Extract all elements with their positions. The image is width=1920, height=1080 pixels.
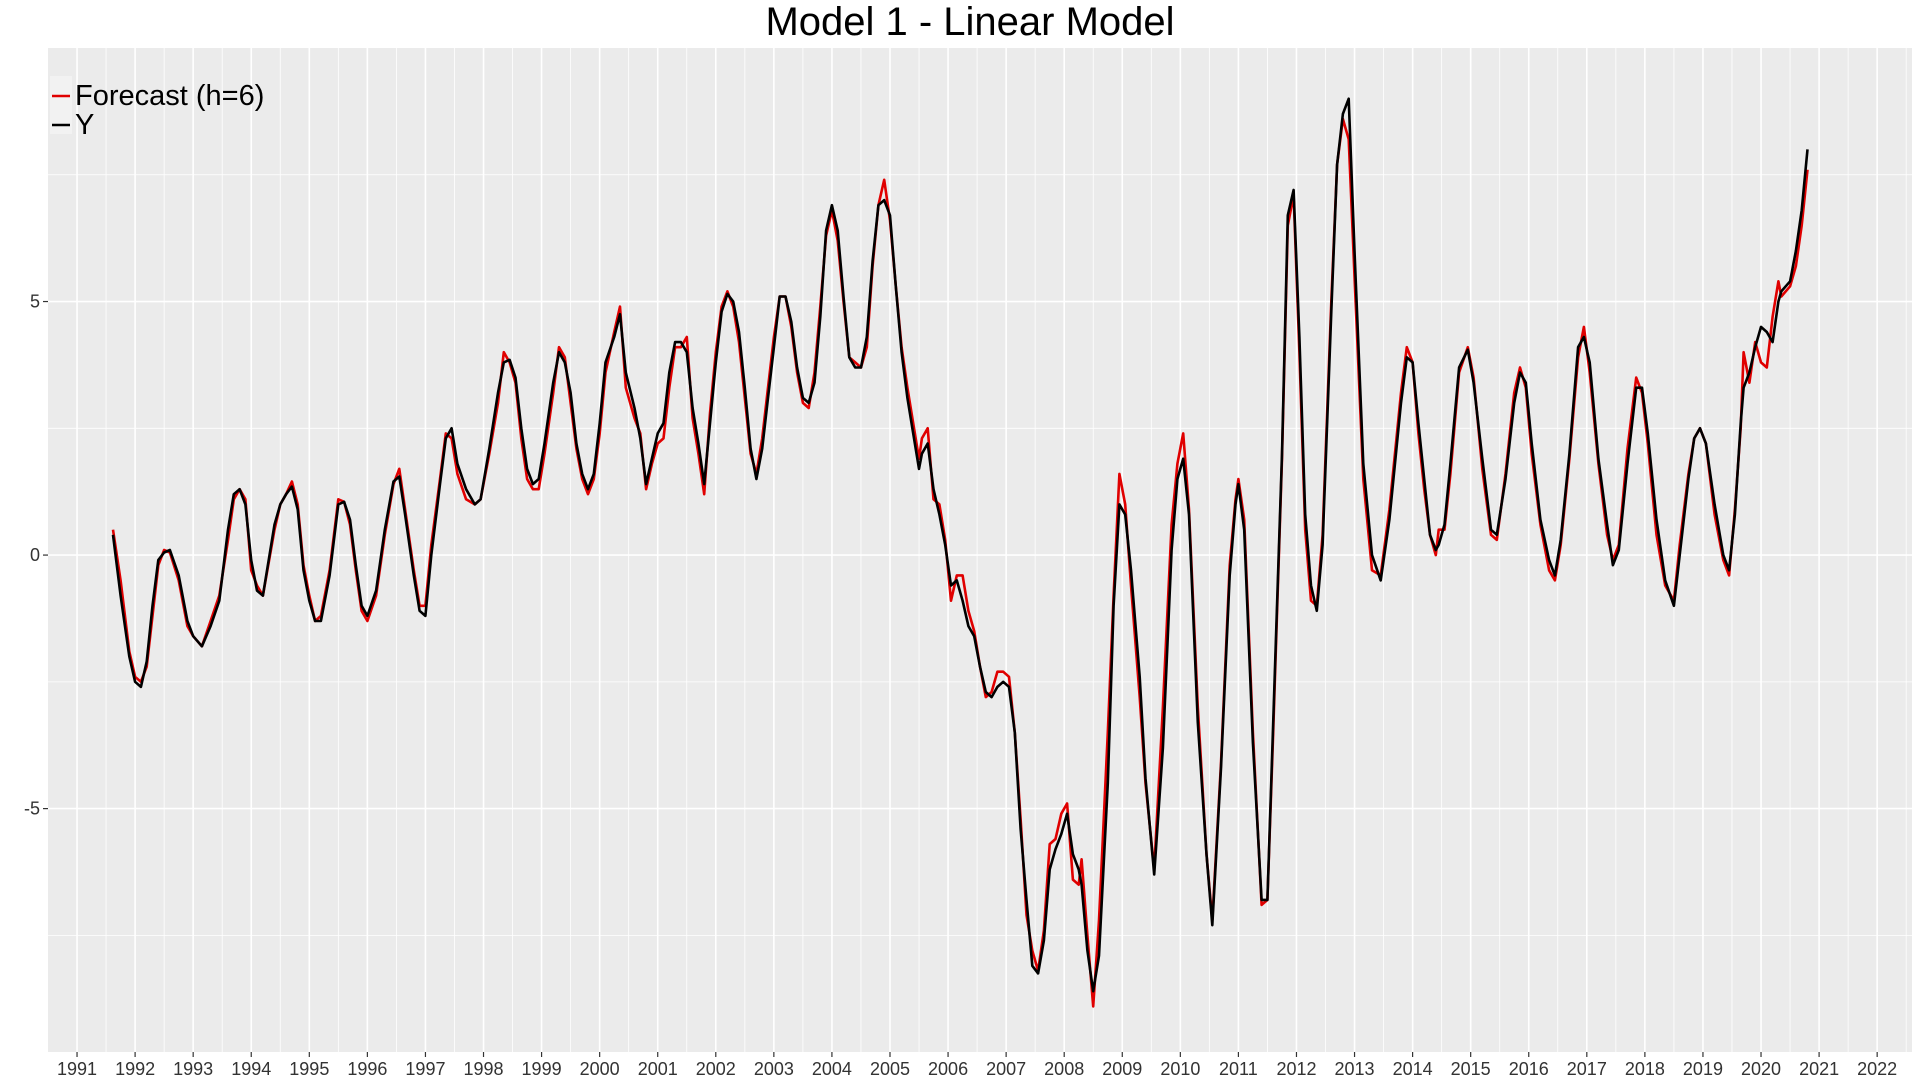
x-tick-label: 2015	[1451, 1059, 1491, 1079]
axes-layer: 1991 1992 1993 1994 1995 1996 1997 1998 1999 2000…	[24, 292, 1897, 1079]
x-tick-label: 2020	[1741, 1059, 1781, 1079]
legend-label-y: Y	[75, 109, 94, 141]
x-tick-label: 1997	[405, 1059, 445, 1079]
x-tick-label: 2011	[1219, 1059, 1258, 1079]
x-tick-label: 2008	[1044, 1059, 1084, 1079]
legend-key-background	[50, 76, 72, 134]
x-tick-label: 2006	[928, 1059, 968, 1079]
x-tick-label: 2009	[1102, 1059, 1142, 1079]
x-tick-label: 2021	[1799, 1059, 1839, 1079]
x-tick-label: 2014	[1393, 1059, 1433, 1079]
x-tick-label: 2018	[1625, 1059, 1665, 1079]
x-tick-label: 2001	[638, 1059, 678, 1079]
x-tick-label: 1991	[57, 1059, 97, 1079]
series-line-y	[111, 97, 1809, 993]
x-tick-label: 2002	[696, 1059, 736, 1079]
x-tick-label: 2010	[1160, 1059, 1200, 1079]
x-tick-label: 1995	[289, 1059, 329, 1079]
y-tick-label: 5	[30, 292, 40, 312]
x-tick-label: 1993	[173, 1059, 213, 1079]
x-tick-label: 2022	[1857, 1059, 1897, 1079]
grid	[48, 48, 1912, 1052]
y-tick-label: 0	[30, 545, 40, 565]
x-tick-label: 2003	[754, 1059, 794, 1079]
x-tick-label: 2013	[1335, 1059, 1375, 1079]
x-tick-label: 2005	[870, 1059, 910, 1079]
x-tick-label: 2007	[986, 1059, 1026, 1079]
x-tick-label: 2016	[1509, 1059, 1549, 1079]
plot-panel	[48, 48, 1912, 1052]
x-tick-label: 1992	[115, 1059, 155, 1079]
x-tick-label: 2000	[580, 1059, 620, 1079]
x-tick-label: 2019	[1683, 1059, 1723, 1079]
x-tick-label: 2012	[1276, 1059, 1316, 1079]
legend-label-forecast: Forecast (h=6)	[75, 80, 264, 112]
x-tick-label: 1996	[347, 1059, 387, 1079]
series-layer	[111, 97, 1809, 1008]
y-tick-label: -5	[24, 799, 40, 819]
x-tick-label: 1998	[463, 1059, 503, 1079]
x-tick-label: 1999	[522, 1059, 562, 1079]
chart-title: Model 1 - Linear Model	[765, 0, 1174, 44]
x-tick-label: 1994	[231, 1059, 271, 1079]
x-tick-label: 2004	[812, 1059, 852, 1079]
x-tick-label: 2017	[1567, 1059, 1607, 1079]
legend: Forecast (h=6)Y	[50, 76, 264, 141]
